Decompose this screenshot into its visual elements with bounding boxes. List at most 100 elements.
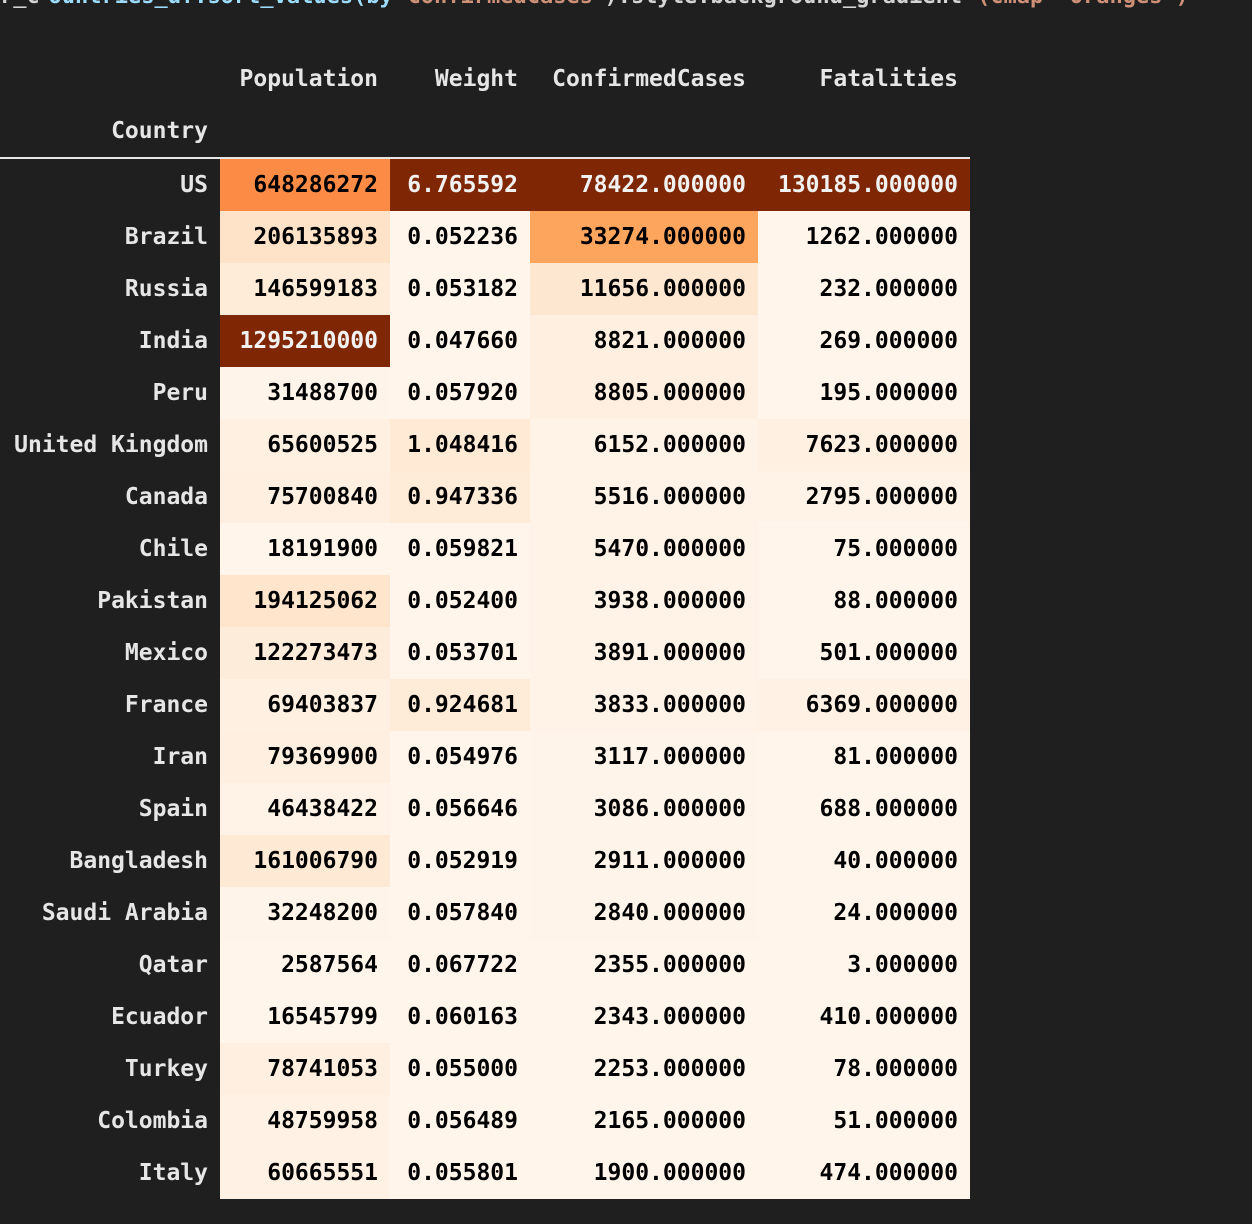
code-fragment: (cmap='Oranges') <box>977 0 1189 8</box>
column-header: Fatalities <box>758 53 970 105</box>
table-cell: 0.052919 <box>390 835 530 887</box>
table-row: Ecuador 16545799 0.060163 2343.000000 410.00… <box>0 991 970 1043</box>
table-row: Mexico 122273473 0.053701 3891.000000 501.00… <box>0 627 970 679</box>
table-row: Spain 46438422 0.056646 3086.000000 688.0000… <box>0 783 970 835</box>
table-body: US 648286272 6.765592 78422.000000 130185.00… <box>0 158 970 1199</box>
table-cell: 2355.000000 <box>530 939 758 991</box>
row-index-label: Turkey <box>0 1043 220 1095</box>
table-cell: 269.000000 <box>758 315 970 367</box>
table-row: United Kingdom 65600525 1.048416 6152.00000… <box>0 419 970 471</box>
table-cell: 688.000000 <box>758 783 970 835</box>
table-row: India 1295210000 0.047660 8821.000000 269.00… <box>0 315 970 367</box>
table-cell: 410.000000 <box>758 991 970 1043</box>
table-row: Russia 146599183 0.053182 11656.000000 232.0… <box>0 263 970 315</box>
table-cell: 16545799 <box>220 991 390 1043</box>
table-cell: 122273473 <box>220 627 390 679</box>
row-index-label: United Kingdom <box>0 419 220 471</box>
table-cell: 2343.000000 <box>530 991 758 1043</box>
table-cell: 33274.000000 <box>530 211 758 263</box>
table-cell: 194125062 <box>220 575 390 627</box>
row-index-label: Russia <box>0 263 220 315</box>
table-cell: 5516.000000 <box>530 471 758 523</box>
table-cell: 0.055000 <box>390 1043 530 1095</box>
table-cell: 161006790 <box>220 835 390 887</box>
index-name-row: Country <box>0 105 970 159</box>
row-index-label: Chile <box>0 523 220 575</box>
table-row: Iran 79369900 0.054976 3117.000000 81.000000 <box>0 731 970 783</box>
table-cell: 2795.000000 <box>758 471 970 523</box>
table-row: US 648286272 6.765592 78422.000000 130185.00… <box>0 158 970 211</box>
table-row: Canada 75700840 0.947336 5516.000000 2795.00… <box>0 471 970 523</box>
table-row: Bangladesh 161006790 0.052919 2911.000000 40… <box>0 835 970 887</box>
table-cell: 46438422 <box>220 783 390 835</box>
table-cell: 78741053 <box>220 1043 390 1095</box>
table-cell: 0.067722 <box>390 939 530 991</box>
table-cell: 78422.000000 <box>530 158 758 211</box>
table-cell: 0.059821 <box>390 523 530 575</box>
table-cell: 79369900 <box>220 731 390 783</box>
table-cell: 195.000000 <box>758 367 970 419</box>
table-cell: 0.057920 <box>390 367 530 419</box>
table-cell: 0.054976 <box>390 731 530 783</box>
table-cell: 0.056489 <box>390 1095 530 1147</box>
table-cell: 0.052400 <box>390 575 530 627</box>
table-cell: 206135893 <box>220 211 390 263</box>
column-header: Weight <box>390 53 530 105</box>
table-cell: 40.000000 <box>758 835 970 887</box>
table-cell: 60665551 <box>220 1147 390 1199</box>
table-cell: 18191900 <box>220 523 390 575</box>
table-cell: 0.057840 <box>390 887 530 939</box>
table-cell: 232.000000 <box>758 263 970 315</box>
table-cell: 69403837 <box>220 679 390 731</box>
table-cell: 5470.000000 <box>530 523 758 575</box>
row-index-label: Spain <box>0 783 220 835</box>
table-cell: 1262.000000 <box>758 211 970 263</box>
table-cell: 31488700 <box>220 367 390 419</box>
table-cell: 6152.000000 <box>530 419 758 471</box>
table-cell: 1295210000 <box>220 315 390 367</box>
table-cell: 3086.000000 <box>530 783 758 835</box>
table-row: Saudi Arabia 32248200 0.057840 2840.000000 2… <box>0 887 970 939</box>
table-cell: 3833.000000 <box>530 679 758 731</box>
table-cell: 146599183 <box>220 263 390 315</box>
row-index-label: US <box>0 158 220 211</box>
row-index-label: Bangladesh <box>0 835 220 887</box>
row-index-label: Canada <box>0 471 220 523</box>
table-cell: 88.000000 <box>758 575 970 627</box>
table-cell: 48759958 <box>220 1095 390 1147</box>
table-cell: 65600525 <box>220 419 390 471</box>
table-cell: 3891.000000 <box>530 627 758 679</box>
table-cell: 0.055801 <box>390 1147 530 1199</box>
styled-dataframe: Population Weight ConfirmedCases Fatalit… <box>0 53 970 1199</box>
row-index-label: Italy <box>0 1147 220 1199</box>
table-cell: 1.048416 <box>390 419 530 471</box>
row-index-label: Saudi Arabia <box>0 887 220 939</box>
row-index-label: Colombia <box>0 1095 220 1147</box>
table-row: Brazil 206135893 0.052236 33274.000000 1262.… <box>0 211 970 263</box>
table-cell: 2911.000000 <box>530 835 758 887</box>
table-cell: 75.000000 <box>758 523 970 575</box>
table-row: Italy 60665551 0.055801 1900.000000 474.0000… <box>0 1147 970 1199</box>
column-header-row: Population Weight ConfirmedCases Fatalit… <box>0 53 970 105</box>
row-index-label: India <box>0 315 220 367</box>
table-cell: 0.053701 <box>390 627 530 679</box>
table-cell: 6369.000000 <box>758 679 970 731</box>
table-cell: 2840.000000 <box>530 887 758 939</box>
table-cell: 81.000000 <box>758 731 970 783</box>
table-cell: 130185.000000 <box>758 158 970 211</box>
table-cell: 0.047660 <box>390 315 530 367</box>
table-cell: 8805.000000 <box>530 367 758 419</box>
table-cell: 6.765592 <box>390 158 530 211</box>
table-row: Turkey 78741053 0.055000 2253.000000 78.0000… <box>0 1043 970 1095</box>
row-index-label: France <box>0 679 220 731</box>
row-index-label: Pakistan <box>0 575 220 627</box>
table-cell: 3938.000000 <box>530 575 758 627</box>
table-cell: 8821.000000 <box>530 315 758 367</box>
code-fragment: r_c <box>0 0 40 8</box>
column-header: Population <box>220 53 390 105</box>
table-cell: 24.000000 <box>758 887 970 939</box>
row-index-label: Ecuador <box>0 991 220 1043</box>
table-row: Colombia 48759958 0.056489 2165.000000 51.00… <box>0 1095 970 1147</box>
table-cell: 1900.000000 <box>530 1147 758 1199</box>
blank-header-cell <box>0 53 220 105</box>
